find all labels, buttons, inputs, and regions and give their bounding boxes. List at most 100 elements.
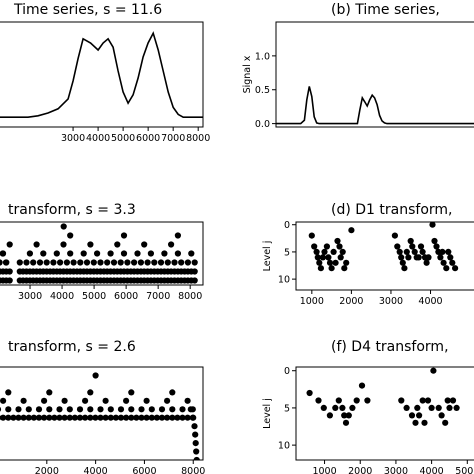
data-point <box>414 404 421 411</box>
data-point <box>10 414 17 421</box>
data-point <box>97 259 104 266</box>
data-point <box>164 259 171 266</box>
y-tick-label: 0.0 <box>255 119 270 130</box>
data-point <box>46 389 53 396</box>
data-point <box>405 254 412 261</box>
data-point <box>6 277 13 284</box>
data-point <box>335 397 342 404</box>
plot-area <box>276 86 474 125</box>
data-point <box>313 248 320 255</box>
y-axis-label: Signal x <box>242 55 253 93</box>
data-point <box>87 406 94 413</box>
data-point <box>66 414 73 421</box>
data-point <box>179 414 186 421</box>
data-point <box>56 414 63 421</box>
data-point <box>394 243 401 250</box>
x-tick-label: 7000 <box>161 133 185 144</box>
panel-d: (d) D1 transform, 1000 2000 3000 4000 0 5 10 Lev… <box>262 202 474 307</box>
data-point <box>107 414 114 421</box>
data-point <box>61 397 68 404</box>
data-point <box>157 259 165 266</box>
panel-title: transform, s = 2.6 <box>8 339 136 355</box>
data-point <box>442 419 449 426</box>
data-point <box>358 382 366 389</box>
data-point <box>449 259 456 266</box>
data-point <box>337 254 344 261</box>
data-point <box>16 259 23 266</box>
data-point <box>184 414 191 421</box>
data-point <box>421 419 428 426</box>
data-point <box>124 259 131 266</box>
data-point <box>117 414 125 421</box>
data-point <box>403 248 410 255</box>
data-point <box>5 414 12 421</box>
data-point <box>431 237 438 245</box>
data-point <box>345 412 352 419</box>
data-point <box>0 397 7 404</box>
plot-frame <box>275 21 474 128</box>
x-tick-label: 2000 <box>339 296 363 307</box>
data-point <box>190 414 197 421</box>
plot-frame <box>0 366 204 461</box>
data-point <box>316 259 323 266</box>
data-point <box>191 277 198 284</box>
data-point <box>423 259 430 266</box>
x-tick-label: 8000 <box>178 291 202 302</box>
data-point <box>169 389 176 396</box>
plot-area <box>0 372 200 460</box>
data-point <box>46 406 53 413</box>
data-point <box>364 397 371 404</box>
data-point <box>315 397 322 404</box>
data-point <box>6 268 13 275</box>
data-point <box>174 250 181 257</box>
plot-frame <box>0 21 204 128</box>
series-line <box>0 31 203 118</box>
data-point <box>82 414 89 421</box>
data-point <box>87 389 94 396</box>
data-point <box>87 414 94 421</box>
data-point <box>430 367 437 374</box>
data-point <box>25 414 32 421</box>
data-point <box>128 389 135 396</box>
data-point <box>63 259 70 266</box>
data-point <box>428 404 435 411</box>
data-point <box>192 431 199 438</box>
data-point <box>87 241 94 248</box>
data-point <box>50 259 57 266</box>
y-tick-label: 0 <box>284 366 290 377</box>
x-tick-label: 8000 <box>181 466 205 474</box>
data-point <box>107 250 114 257</box>
data-point <box>417 243 425 250</box>
data-point <box>158 406 166 413</box>
data-point <box>179 406 186 413</box>
data-point <box>396 248 403 255</box>
data-point <box>401 265 408 272</box>
data-point <box>439 248 446 255</box>
data-point <box>334 237 341 245</box>
data-point <box>33 241 40 248</box>
plot-frame <box>295 221 474 291</box>
data-point <box>51 414 58 421</box>
data-point <box>407 237 414 245</box>
data-point <box>53 250 60 257</box>
x-tick-label: 3000 <box>379 296 403 307</box>
data-point <box>153 414 160 421</box>
data-point <box>191 268 198 275</box>
data-point <box>25 406 32 413</box>
plot-frame <box>0 221 204 286</box>
y-tick-label: 5 <box>284 403 290 414</box>
panel-f: (f) D4 transform, 1000 2000 3000 4000 5000 0 5 1… <box>262 339 474 474</box>
data-point <box>440 259 447 266</box>
data-point <box>425 254 432 261</box>
data-point <box>326 412 333 419</box>
data-point <box>171 259 178 266</box>
data-point <box>133 414 140 421</box>
data-point <box>192 440 199 447</box>
data-point <box>134 250 141 257</box>
data-point <box>409 243 416 250</box>
data-point <box>164 414 171 421</box>
data-point <box>391 232 398 239</box>
data-point <box>444 397 451 404</box>
data-point <box>437 254 444 261</box>
